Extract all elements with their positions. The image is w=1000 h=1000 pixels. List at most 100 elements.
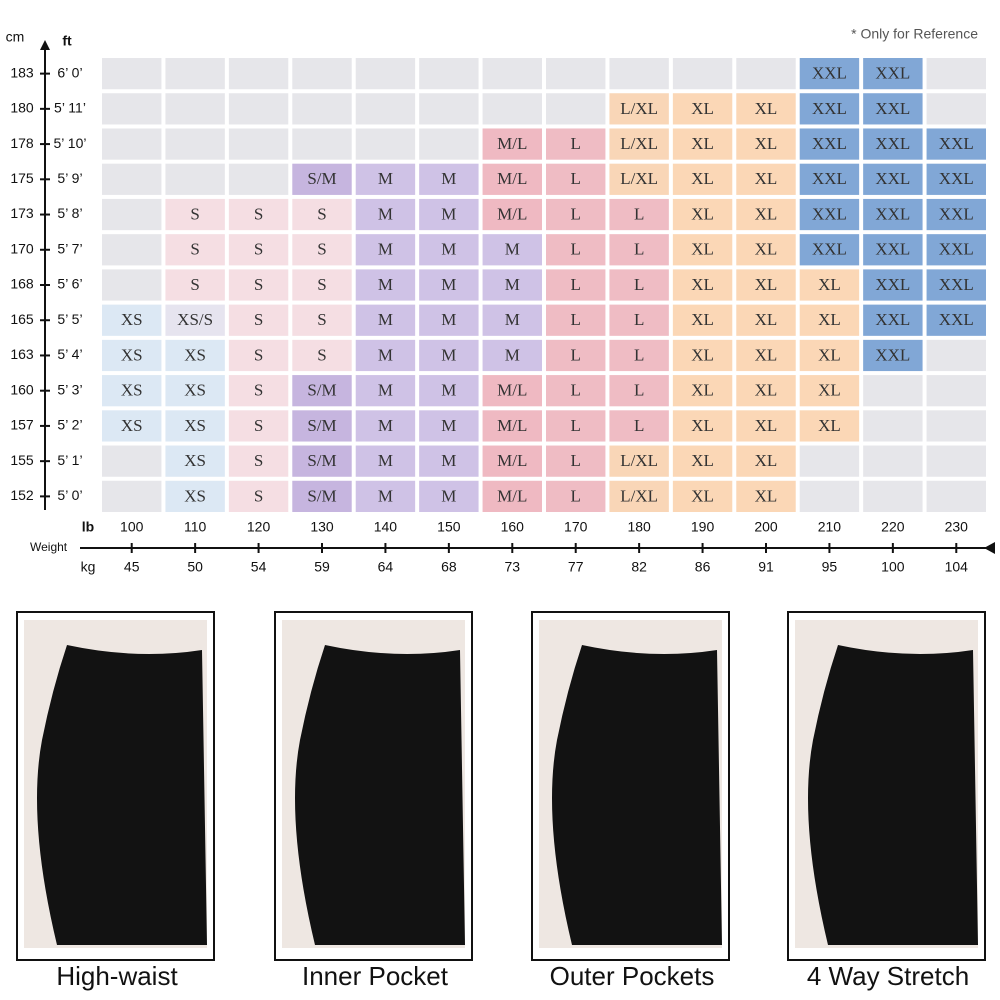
size-cell: [419, 480, 479, 512]
note: * Only for Reference: [851, 26, 978, 42]
size-cell: [609, 198, 669, 231]
size-cell: [672, 375, 733, 407]
size-label: S: [254, 451, 263, 470]
ft-label: 5’ 4’: [57, 346, 82, 362]
size-label: M/L: [497, 486, 527, 505]
size-label: XXL: [875, 204, 910, 223]
size-label: XXL: [875, 345, 910, 364]
size-label: XS: [184, 486, 206, 505]
size-cell: [292, 269, 352, 301]
cm-label: 168: [10, 276, 34, 292]
size-cell: [799, 269, 860, 301]
size-cell: [799, 93, 860, 125]
size-cell: [799, 375, 860, 407]
size-cell: [863, 480, 923, 512]
size-cell: [355, 339, 416, 372]
size-label: M: [505, 345, 520, 364]
size-label: XL: [691, 240, 714, 259]
size-label: XL: [755, 134, 778, 153]
size-label: XXL: [812, 99, 847, 118]
size-label: S: [317, 345, 326, 364]
size-label: XXL: [939, 169, 974, 188]
size-label: L: [571, 240, 581, 259]
size-label: L: [571, 310, 581, 329]
size-cell: [926, 58, 986, 90]
size-cell: [926, 163, 986, 195]
size-cell: [355, 304, 416, 336]
size-cell: [672, 339, 733, 372]
size-cell: [736, 234, 796, 266]
size-label: L: [571, 345, 581, 364]
ft-label: 5’ 7’: [57, 240, 82, 256]
ft-label: 5’ 9’: [57, 170, 82, 186]
size-cell: [102, 58, 162, 90]
size-label: M: [378, 169, 393, 188]
size-label: M/L: [497, 169, 527, 188]
cm-label: 170: [10, 240, 34, 256]
size-cell: [482, 269, 542, 301]
size-cell: [165, 339, 225, 372]
size-cell: [609, 163, 669, 195]
kg-value: 50: [187, 559, 203, 575]
size-cell: [863, 410, 923, 442]
size-cell: [736, 304, 796, 336]
size-cell: [672, 304, 733, 336]
size-cell: [228, 304, 289, 336]
size-label: XXL: [939, 134, 974, 153]
size-cell: [102, 410, 162, 442]
size-cell: [165, 163, 225, 195]
size-cell: [799, 198, 860, 231]
size-label: XXL: [939, 240, 974, 259]
size-cell: [799, 304, 860, 336]
size-label: L: [571, 451, 581, 470]
size-cell: [355, 93, 416, 125]
size-cell: [926, 339, 986, 372]
size-cell: [482, 410, 542, 442]
size-cell: [292, 410, 352, 442]
lb-value: 150: [437, 519, 461, 535]
size-cell: [102, 269, 162, 301]
size-cell: [736, 128, 796, 160]
size-label: M: [378, 240, 393, 259]
size-cell: [482, 163, 542, 195]
size-label: M/L: [497, 204, 527, 223]
size-label: L: [571, 134, 581, 153]
size-cell: [609, 93, 669, 125]
ft-label: 5’ 3’: [57, 381, 82, 397]
size-cell: [546, 269, 606, 301]
size-label: L: [634, 381, 644, 400]
size-cell: [926, 269, 986, 301]
lb-value: 160: [501, 519, 525, 535]
size-label: XXL: [939, 310, 974, 329]
size-cell: [672, 198, 733, 231]
size-label: L: [634, 240, 644, 259]
size-label: S/M: [307, 451, 336, 470]
size-cell: [672, 480, 733, 512]
cm-label: 165: [10, 311, 34, 327]
size-label: M/L: [497, 416, 527, 435]
size-cell: [546, 198, 606, 231]
size-label: M: [441, 451, 456, 470]
lb-value: 110: [184, 519, 207, 535]
size-cell: [863, 234, 923, 266]
size-label: XL: [755, 169, 778, 188]
size-cell: [546, 445, 606, 477]
legging: [295, 645, 465, 945]
size-cell: [926, 410, 986, 442]
size-label: M: [441, 310, 456, 329]
size-cell: [102, 339, 162, 372]
size-cell: [419, 198, 479, 231]
size-label: M: [378, 310, 393, 329]
kg-value: 64: [378, 559, 394, 575]
size-cell: [926, 375, 986, 407]
size-cell: [799, 339, 860, 372]
kg-value: 73: [504, 559, 520, 575]
size-cell: [799, 480, 860, 512]
arrow: [984, 542, 995, 554]
size-cell: [609, 339, 669, 372]
size-cell: [419, 445, 479, 477]
size-label: L: [571, 416, 581, 435]
size-label: L: [571, 169, 581, 188]
lb-label: lb: [82, 519, 94, 535]
